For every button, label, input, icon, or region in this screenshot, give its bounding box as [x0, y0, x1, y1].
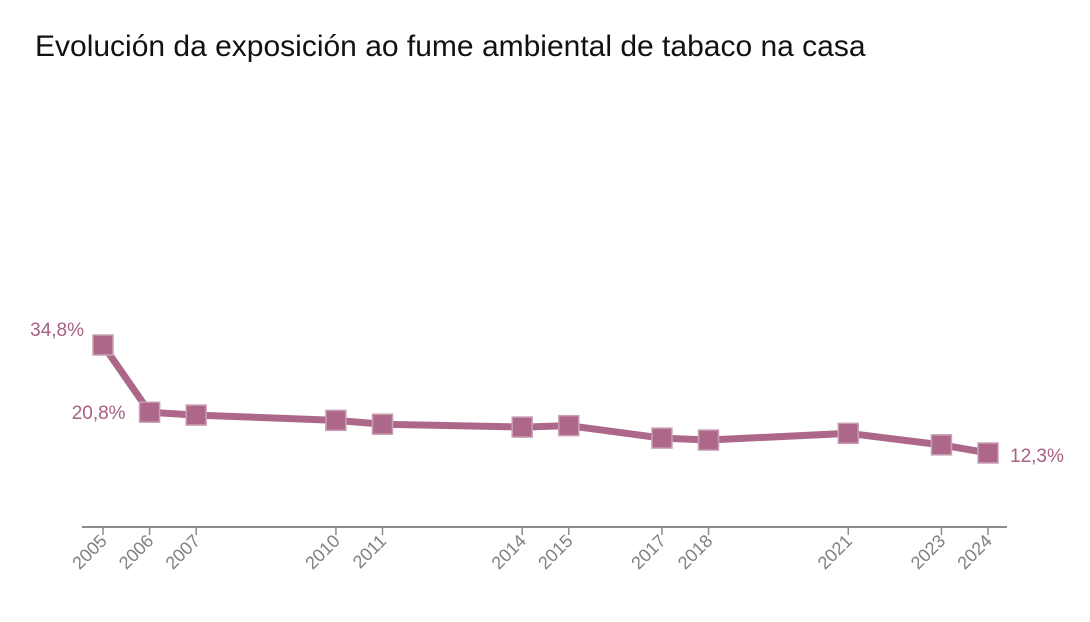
data-point-2011[interactable]	[371, 413, 394, 435]
x-axis-tick-label-2010: 2010	[301, 531, 343, 573]
x-axis-tick-label-2017: 2017	[627, 531, 669, 573]
data-point-2007[interactable]	[185, 404, 207, 426]
x-axis-tick-label-2007: 2007	[162, 531, 204, 573]
x-axis-tick-label-2014: 2014	[488, 531, 530, 573]
data-point-2015[interactable]	[558, 414, 580, 437]
data-point-2021[interactable]	[837, 422, 860, 445]
point-label-2005: 34,8%	[30, 320, 84, 341]
x-axis-tick-label-2006: 2006	[115, 531, 157, 573]
data-point-2018[interactable]	[697, 429, 720, 451]
point-label-2006: 20,8%	[72, 403, 126, 424]
data-point-2006[interactable]	[138, 401, 161, 423]
x-axis-tick-label-2015: 2015	[534, 531, 576, 573]
data-point-2014[interactable]	[511, 416, 533, 438]
data-point-2017[interactable]	[651, 427, 673, 449]
x-axis-tick-label-2021: 2021	[814, 531, 856, 573]
data-point-2023[interactable]	[930, 434, 953, 456]
x-axis-tick-label-2005: 2005	[68, 531, 110, 573]
x-axis-tick-label-2011: 2011	[349, 531, 391, 573]
chart-title: Evolución da exposición ao fume ambienta…	[35, 30, 866, 63]
data-point-2024[interactable]	[977, 442, 999, 464]
point-label-2024: 12,3%	[1010, 446, 1064, 467]
data-point-2010[interactable]	[325, 409, 347, 432]
x-axis-tick-label-2018: 2018	[674, 531, 716, 573]
x-axis-tick-label-2024: 2024	[953, 531, 995, 573]
data-point-2005[interactable]	[92, 334, 114, 356]
x-axis-tick-label-2023: 2023	[907, 531, 949, 573]
